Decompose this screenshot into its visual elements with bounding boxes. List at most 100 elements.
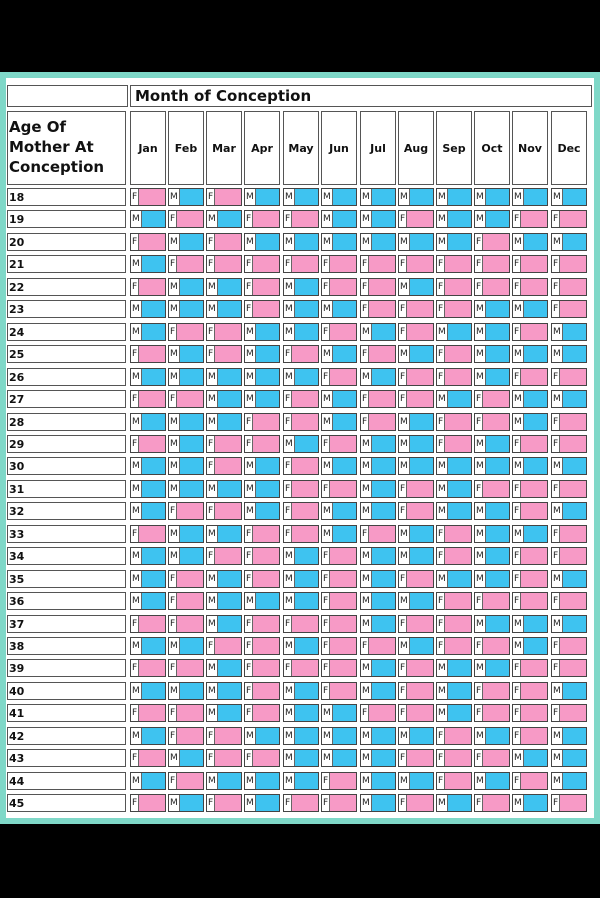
gender-cell: M — [474, 345, 510, 363]
gender-letter: M — [284, 773, 295, 789]
gender-cell: F — [512, 278, 548, 296]
gender-cell: M — [436, 323, 472, 341]
gender-letter: F — [361, 705, 370, 721]
gender-cell: M — [168, 525, 204, 543]
month-header-oct: Oct — [474, 111, 510, 185]
gender-letter: M — [322, 346, 333, 362]
gender-cell: F — [283, 480, 319, 498]
gender-letter: F — [245, 256, 254, 272]
gender-letter: F — [475, 750, 484, 766]
gender-letter: F — [513, 211, 522, 227]
gender-cell: F — [512, 502, 548, 520]
gender-letter: M — [399, 526, 410, 542]
gender-letter: M — [552, 571, 563, 587]
gender-letter: F — [437, 301, 446, 317]
gender-cell: F — [130, 525, 166, 543]
gender-letter: F — [361, 301, 370, 317]
gender-letter: M — [169, 234, 180, 250]
gender-cell: F — [512, 727, 548, 745]
gender-cell: F — [168, 659, 204, 677]
gender-cell: F — [474, 255, 510, 273]
age-label: 32 — [7, 502, 126, 520]
gender-cell: F — [168, 727, 204, 745]
gender-letter: M — [207, 593, 218, 609]
gender-cell: F — [283, 615, 319, 633]
gender-cell: M — [436, 682, 472, 700]
gender-letter: M — [437, 795, 448, 811]
gender-cell: M — [436, 794, 472, 812]
gender-cell: M — [551, 749, 587, 767]
gender-cell: M — [206, 210, 242, 228]
gender-letter: M — [322, 234, 333, 250]
conception-chart-table: Month of Conception Age Of Mother At Con… — [6, 78, 594, 818]
gender-cell: M — [474, 210, 510, 228]
gender-cell: M — [436, 457, 472, 475]
gender-cell: F — [283, 794, 319, 812]
gender-letter: F — [399, 481, 408, 497]
gender-cell: M — [474, 457, 510, 475]
gender-letter: F — [437, 593, 446, 609]
gender-cell: M — [244, 727, 280, 745]
gender-letter: F — [437, 369, 446, 385]
gender-letter: M — [322, 189, 333, 205]
gender-letter: M — [207, 301, 218, 317]
gender-cell: F — [398, 480, 434, 498]
gender-letter: M — [513, 234, 524, 250]
gender-cell: M — [206, 772, 242, 790]
gender-letter: M — [284, 571, 295, 587]
age-label: 19 — [7, 210, 126, 228]
gender-cell: F — [474, 637, 510, 655]
gender-cell: M — [551, 233, 587, 251]
gender-cell: M — [283, 547, 319, 565]
gender-letter: F — [322, 683, 331, 699]
gender-letter: F — [284, 256, 293, 272]
gender-cell: F — [436, 772, 472, 790]
gender-letter: M — [437, 503, 448, 519]
gender-letter: F — [513, 593, 522, 609]
gender-cell: M — [283, 749, 319, 767]
gender-cell: F — [436, 592, 472, 610]
gender-cell: F — [512, 435, 548, 453]
gender-cell: M — [244, 390, 280, 408]
gender-cell: M — [168, 300, 204, 318]
gender-letter: M — [169, 346, 180, 362]
gender-cell: M — [321, 390, 357, 408]
gender-letter: F — [131, 660, 140, 676]
gender-cell: M — [206, 278, 242, 296]
gender-cell: M — [512, 749, 548, 767]
gender-cell: M — [512, 300, 548, 318]
gender-letter: M — [207, 683, 218, 699]
gender-cell: F — [474, 592, 510, 610]
gender-cell: F — [321, 547, 357, 565]
gender-cell: M — [551, 345, 587, 363]
gender-letter: M — [513, 189, 524, 205]
gender-cell: M — [168, 413, 204, 431]
gender-cell: M — [360, 233, 396, 251]
gender-letter: M — [399, 458, 410, 474]
gender-cell: M — [551, 615, 587, 633]
gender-letter: F — [169, 773, 178, 789]
gender-letter: F — [322, 616, 331, 632]
gender-cell: F — [398, 794, 434, 812]
gender-letter: M — [552, 773, 563, 789]
gender-cell: F — [512, 659, 548, 677]
gender-cell: M — [321, 525, 357, 543]
gender-cell: M — [321, 457, 357, 475]
gender-cell: F — [551, 704, 587, 722]
gender-letter: M — [207, 773, 218, 789]
month-header-dec: Dec — [551, 111, 587, 185]
gender-cell: M — [283, 233, 319, 251]
gender-cell: F — [168, 615, 204, 633]
gender-letter: M — [245, 189, 256, 205]
gender-letter: F — [169, 728, 178, 744]
gender-cell: M — [398, 637, 434, 655]
gender-cell: M — [206, 704, 242, 722]
gender-cell: M — [244, 457, 280, 475]
gender-letter: M — [513, 301, 524, 317]
gender-cell: F — [206, 323, 242, 341]
gender-letter: F — [552, 660, 561, 676]
gender-cell: F — [283, 345, 319, 363]
age-label: 36 — [7, 592, 126, 610]
gender-letter: M — [245, 773, 256, 789]
gender-letter: F — [552, 705, 561, 721]
